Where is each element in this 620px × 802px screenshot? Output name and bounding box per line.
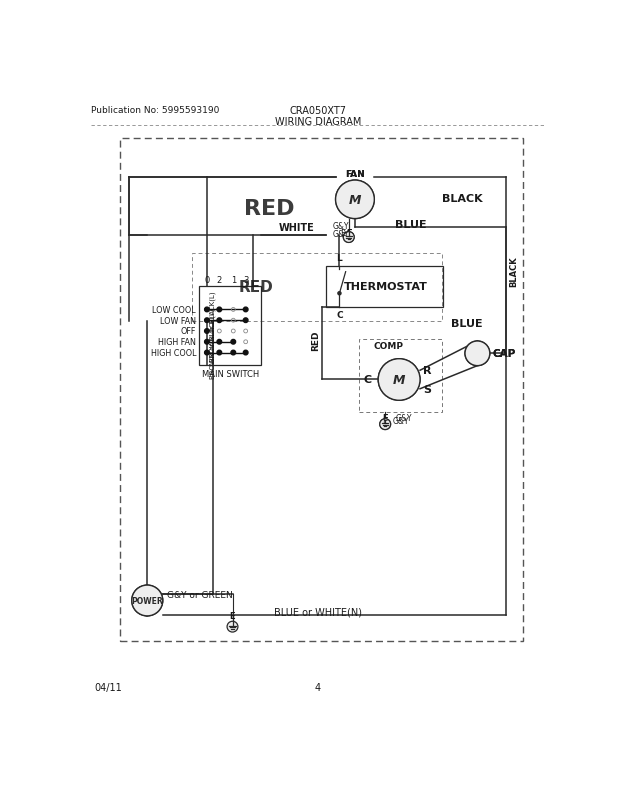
Text: RED: RED	[244, 199, 295, 218]
Text: M: M	[350, 196, 360, 206]
Text: WHITE: WHITE	[279, 222, 315, 233]
Circle shape	[243, 318, 248, 323]
Circle shape	[465, 342, 490, 367]
Circle shape	[243, 308, 248, 312]
Text: G&Y or GREEN: G&Y or GREEN	[167, 590, 233, 599]
Text: RED: RED	[311, 330, 320, 351]
Circle shape	[217, 308, 222, 312]
Bar	[326, 266, 443, 308]
Text: CRA050XT7: CRA050XT7	[290, 106, 346, 116]
Text: ⍠: ⍠	[351, 192, 359, 206]
Text: FAN: FAN	[345, 169, 365, 179]
Text: BLUE: BLUE	[395, 219, 427, 229]
Text: BROWN or BLACK(L): BROWN or BLACK(L)	[210, 308, 216, 379]
Text: G&Y: G&Y	[332, 221, 348, 231]
Circle shape	[338, 293, 341, 295]
Text: E: E	[340, 229, 345, 237]
Bar	[120, 139, 523, 641]
Text: BLACK: BLACK	[509, 257, 518, 287]
Circle shape	[379, 419, 391, 430]
Text: E: E	[383, 416, 388, 425]
Text: 1: 1	[231, 276, 236, 285]
Text: Publication No: 5995593190: Publication No: 5995593190	[92, 106, 220, 115]
Circle shape	[379, 419, 391, 430]
Text: THERMOSTAT: THERMOSTAT	[344, 282, 428, 292]
Text: POWER: POWER	[131, 596, 163, 606]
Text: ⍠: ⍠	[395, 372, 404, 387]
Text: 3: 3	[243, 276, 249, 285]
Text: BROWN or BLACK(L): BROWN or BLACK(L)	[210, 290, 216, 361]
Circle shape	[243, 350, 248, 355]
Text: M: M	[348, 193, 361, 207]
Text: L: L	[337, 254, 342, 263]
Text: BLUE: BLUE	[451, 318, 483, 328]
Circle shape	[217, 340, 222, 345]
Circle shape	[378, 359, 420, 401]
Text: M: M	[393, 374, 405, 387]
Text: G&Y: G&Y	[332, 230, 348, 239]
Circle shape	[231, 340, 236, 345]
Text: M: M	[394, 376, 405, 386]
Text: RED: RED	[238, 279, 273, 294]
Circle shape	[217, 318, 222, 323]
Circle shape	[335, 180, 374, 219]
Text: C: C	[336, 311, 343, 320]
Text: FAN: FAN	[345, 169, 365, 179]
Circle shape	[205, 350, 210, 355]
Text: CAP: CAP	[492, 349, 515, 358]
Circle shape	[378, 359, 420, 401]
Circle shape	[343, 233, 354, 243]
Circle shape	[335, 180, 374, 219]
Circle shape	[205, 330, 210, 334]
Circle shape	[231, 350, 236, 355]
Text: MAIN SWITCH: MAIN SWITCH	[202, 369, 259, 379]
Bar	[199, 286, 261, 366]
Bar	[359, 340, 441, 412]
Text: CAP: CAP	[492, 349, 515, 358]
Text: HIGH COOL: HIGH COOL	[151, 349, 196, 358]
Text: E: E	[346, 229, 352, 237]
Circle shape	[343, 233, 354, 243]
Circle shape	[205, 318, 210, 323]
Bar	[192, 254, 441, 322]
Text: OFF: OFF	[180, 327, 196, 336]
Text: HIGH FAN: HIGH FAN	[158, 338, 196, 346]
Text: G&Y: G&Y	[396, 414, 412, 423]
Circle shape	[227, 622, 238, 632]
Text: POWER: POWER	[131, 596, 163, 606]
Circle shape	[217, 350, 222, 355]
Text: E: E	[229, 611, 236, 620]
Text: LOW COOL: LOW COOL	[153, 306, 196, 314]
Text: R: R	[423, 366, 432, 376]
Text: G&Y: G&Y	[393, 416, 409, 425]
Circle shape	[465, 342, 490, 367]
Circle shape	[205, 340, 210, 345]
Text: WIRING DIAGRAM: WIRING DIAGRAM	[275, 117, 361, 127]
Circle shape	[131, 585, 162, 616]
Text: 4: 4	[315, 683, 321, 692]
Text: LOW FAN: LOW FAN	[160, 316, 196, 326]
Text: BLUE or WHITE(N): BLUE or WHITE(N)	[274, 606, 361, 617]
Circle shape	[131, 585, 162, 616]
Text: 2: 2	[217, 276, 222, 285]
Text: S: S	[423, 384, 431, 395]
Text: E: E	[383, 414, 388, 423]
Text: COMP: COMP	[373, 342, 403, 350]
Text: 04/11: 04/11	[94, 683, 122, 692]
Circle shape	[205, 308, 210, 312]
Text: C: C	[364, 375, 372, 385]
Text: 0: 0	[205, 276, 210, 285]
Text: BLACK: BLACK	[441, 193, 482, 204]
